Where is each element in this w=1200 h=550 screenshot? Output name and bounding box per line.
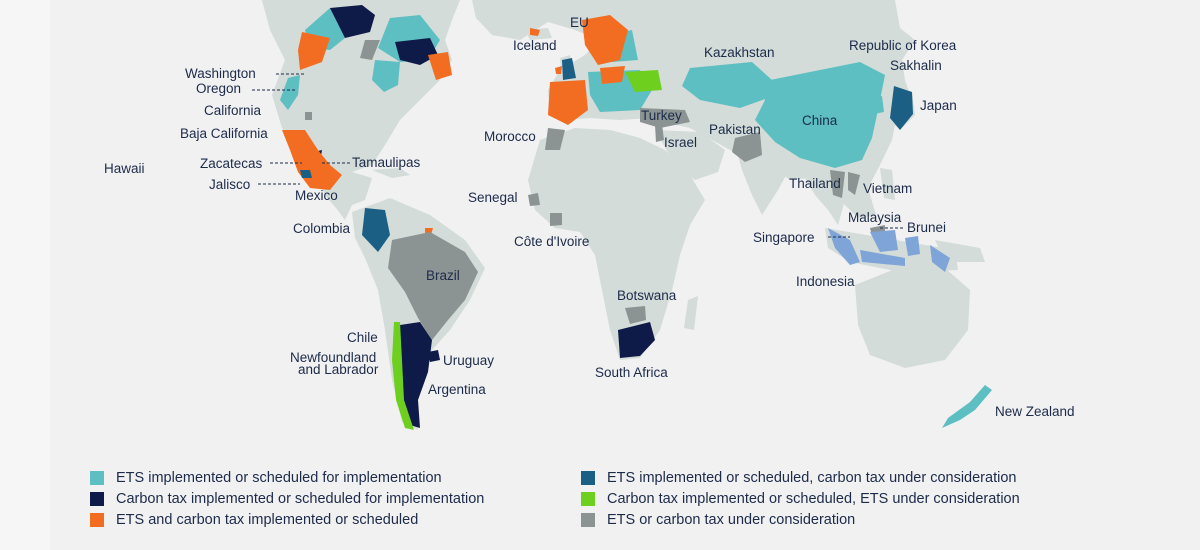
label-thailand: Thailand [789, 176, 841, 191]
label-morocco: Morocco [484, 129, 536, 144]
label-eu: EU [570, 15, 589, 30]
label-south-africa: South Africa [595, 365, 668, 380]
label-oregon: Oregon [196, 81, 242, 96]
label-colombia: Colombia [293, 221, 351, 236]
label-newfoundland-line2: and Labrador [298, 362, 379, 377]
label-california: California [204, 103, 262, 118]
label-china: China [802, 113, 838, 128]
label-singapore: Singapore [753, 230, 815, 245]
label-cote-divoire: Côte d'Ivoire [514, 234, 590, 249]
label-turkey: Turkey [641, 108, 682, 123]
label-indonesia: Indonesia [796, 274, 855, 289]
label-washington: Washington [185, 66, 256, 81]
label-mexico: Mexico [295, 188, 338, 203]
tax-ets-consideration-regions [392, 70, 662, 430]
label-israel: Israel [664, 135, 698, 150]
label-iceland: Iceland [513, 38, 557, 53]
ets-tax-consideration-regions [300, 58, 913, 252]
label-brazil: Brazil [426, 268, 460, 283]
label-pakistan: Pakistan [709, 122, 761, 137]
leader-lines [252, 73, 905, 238]
label-new-zealand: New Zealand [995, 404, 1075, 419]
label-chile: Chile [347, 330, 378, 345]
consideration-regions [305, 40, 885, 340]
label-baja-california: Baja California [180, 126, 268, 141]
ets-and-tax-regions [282, 15, 628, 235]
label-zacatecas: Zacatecas [200, 156, 263, 171]
label-malaysia: Malaysia [848, 210, 902, 225]
label-hawaii: Hawaii [104, 161, 145, 176]
label-tamaulipas: Tamaulipas [352, 155, 421, 170]
label-republic-of-korea: Republic of Korea [849, 38, 957, 53]
label-senegal: Senegal [468, 190, 518, 205]
label-jalisco: Jalisco [209, 177, 251, 192]
label-newfoundland-line1: Newfoundland [290, 350, 377, 365]
label-kazakhstan: Kazakhstan [704, 45, 775, 60]
left-margin [0, 0, 50, 550]
label-sakhalin: Sakhalin [890, 58, 942, 73]
label-vietnam: Vietnam [863, 181, 913, 196]
label-japan: Japan [920, 98, 957, 113]
carbon-tax-regions [303, 5, 655, 428]
label-argentina: Argentina [428, 382, 486, 397]
label-uruguay: Uruguay [443, 353, 495, 368]
label-brunei: Brunei [907, 220, 947, 235]
ets-regions [280, 8, 992, 428]
label-botswana: Botswana [617, 288, 677, 303]
